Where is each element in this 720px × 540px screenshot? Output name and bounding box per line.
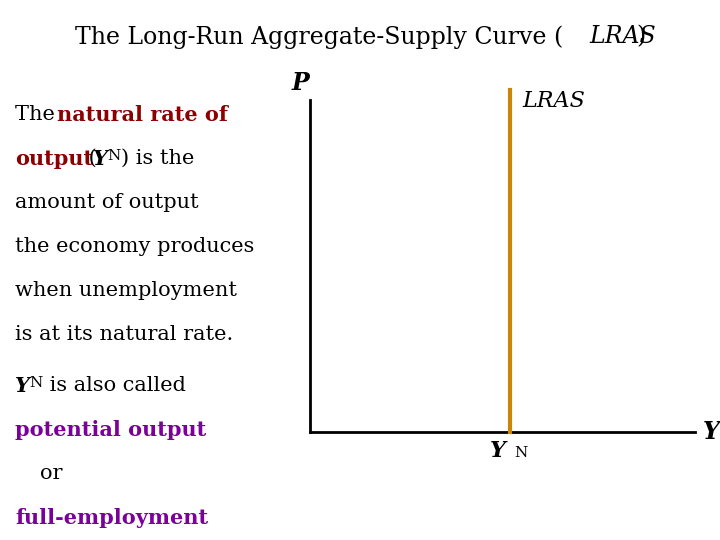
Text: N: N — [107, 149, 120, 163]
Text: The: The — [15, 105, 61, 124]
Text: (: ( — [82, 149, 96, 168]
Text: potential output: potential output — [15, 420, 206, 440]
Text: is at its natural rate.: is at its natural rate. — [15, 325, 233, 344]
Text: or: or — [40, 464, 63, 483]
Text: natural rate of: natural rate of — [57, 105, 228, 125]
Text: the economy produces: the economy produces — [15, 237, 254, 256]
Text: Y: Y — [93, 149, 108, 169]
Text: N: N — [514, 446, 527, 460]
Text: when unemployment: when unemployment — [15, 281, 237, 300]
Text: output: output — [15, 149, 93, 169]
Text: Y: Y — [15, 376, 30, 396]
Text: Y: Y — [490, 440, 506, 462]
Text: Y: Y — [703, 420, 720, 444]
Text: ) is the: ) is the — [121, 149, 194, 168]
Text: full-employment: full-employment — [15, 508, 208, 528]
Text: The Long-Run Aggregate-Supply Curve (: The Long-Run Aggregate-Supply Curve ( — [75, 25, 563, 49]
Text: is also called: is also called — [43, 376, 186, 395]
Text: amount of output: amount of output — [15, 193, 199, 212]
Text: N: N — [29, 376, 42, 389]
Text: P: P — [291, 71, 309, 95]
Text: LRAS: LRAS — [522, 90, 585, 112]
Text: ): ) — [636, 25, 645, 48]
Text: LRAS: LRAS — [589, 25, 656, 48]
